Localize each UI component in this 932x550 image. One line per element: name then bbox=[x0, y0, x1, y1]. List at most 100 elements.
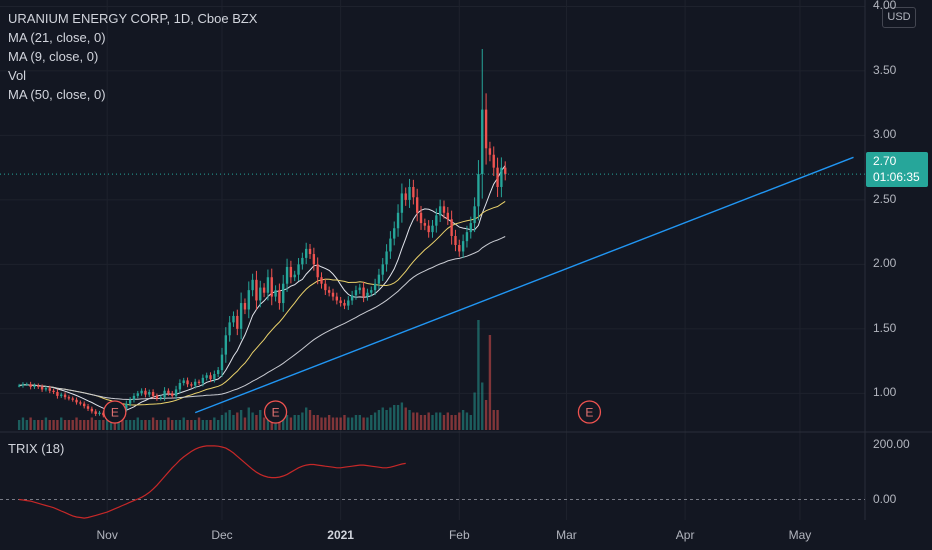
volume-bar bbox=[182, 417, 185, 430]
candle-body bbox=[25, 384, 28, 386]
candle-body bbox=[52, 390, 55, 393]
trix-tick-label: 0.00 bbox=[873, 491, 897, 506]
candle-body bbox=[446, 212, 449, 220]
volume-bar bbox=[236, 412, 239, 430]
candle-body bbox=[416, 197, 419, 213]
volume-bar bbox=[151, 417, 155, 430]
volume-bar bbox=[44, 417, 48, 430]
volume-bar bbox=[247, 407, 250, 430]
candle bbox=[370, 286, 373, 297]
candle bbox=[67, 395, 71, 401]
ma50-line bbox=[19, 236, 506, 401]
candle bbox=[17, 383, 21, 388]
candle-body bbox=[79, 402, 82, 404]
last-price-tag: 2.70 01:06:35 bbox=[866, 152, 928, 187]
legend-ma9[interactable]: MA (9, close, 0) bbox=[8, 49, 99, 64]
candle bbox=[312, 247, 316, 271]
volume-bar bbox=[393, 405, 396, 430]
candle-body bbox=[343, 303, 346, 306]
volume-bar bbox=[105, 417, 109, 430]
candle-body bbox=[454, 235, 457, 246]
volume-bar bbox=[194, 420, 197, 430]
volume-bar bbox=[132, 420, 136, 430]
candle bbox=[239, 292, 243, 340]
symbol-title[interactable]: URANIUM ENERGY CORP, 1D, Cboe BZX bbox=[8, 11, 258, 26]
volume-bar bbox=[389, 407, 392, 430]
candle bbox=[220, 347, 224, 377]
volume-bar bbox=[461, 410, 465, 430]
moving-average-lines bbox=[19, 165, 506, 412]
legend-trix[interactable]: TRIX (18) bbox=[8, 441, 65, 456]
candle-body bbox=[209, 375, 212, 380]
chart-grid bbox=[0, 0, 865, 520]
candle bbox=[419, 205, 423, 230]
volume-bar bbox=[243, 417, 247, 430]
price-tick-label: 2.50 bbox=[873, 191, 897, 206]
currency-button[interactable]: USD bbox=[882, 7, 916, 28]
trix-line bbox=[19, 445, 406, 519]
candle bbox=[98, 410, 101, 416]
candle-body bbox=[442, 206, 446, 213]
candle bbox=[40, 384, 44, 392]
candle bbox=[247, 281, 250, 319]
candle bbox=[389, 231, 392, 259]
candle bbox=[327, 286, 331, 297]
candle-body bbox=[362, 287, 365, 297]
candle bbox=[33, 383, 36, 389]
volume-bar bbox=[52, 420, 55, 430]
price-tick-label: 4.00 bbox=[873, 0, 897, 13]
candle bbox=[477, 160, 480, 221]
volume-bar bbox=[259, 410, 262, 430]
candle-body bbox=[481, 109, 484, 175]
volume-bar bbox=[270, 417, 273, 430]
earnings-circle bbox=[103, 400, 127, 424]
candle-body bbox=[431, 225, 434, 233]
candle-body bbox=[140, 390, 143, 394]
candle-body bbox=[56, 392, 59, 396]
earnings-marker[interactable]: E bbox=[577, 400, 602, 424]
volume-bar bbox=[327, 415, 331, 430]
candle bbox=[140, 388, 143, 396]
candle-body bbox=[144, 390, 147, 395]
candle-body bbox=[461, 241, 465, 252]
earnings-marker[interactable]: E bbox=[263, 400, 288, 424]
candle bbox=[320, 272, 323, 289]
volume-bar bbox=[33, 420, 36, 430]
candle bbox=[278, 283, 281, 310]
candle bbox=[308, 243, 312, 259]
candle-body bbox=[488, 148, 492, 155]
volume-bar bbox=[339, 417, 342, 430]
candle-body bbox=[316, 264, 319, 278]
price-tick-label: 3.00 bbox=[873, 127, 897, 142]
candle bbox=[232, 311, 235, 327]
candle-body bbox=[412, 186, 415, 198]
legend-vol[interactable]: Vol bbox=[8, 68, 27, 83]
candle-body bbox=[427, 225, 430, 233]
candle-body bbox=[167, 390, 170, 394]
volume-bar bbox=[56, 420, 59, 430]
volume-bar bbox=[255, 415, 258, 430]
candle-body bbox=[21, 384, 25, 386]
chart-legend: URANIUM ENERGY CORP, 1D, Cboe BZX MA (21… bbox=[8, 9, 257, 104]
volume-bar bbox=[163, 420, 166, 430]
volume-bar bbox=[117, 420, 120, 430]
legend-ma21[interactable]: MA (21, close, 0) bbox=[8, 30, 106, 45]
volume-bar bbox=[121, 417, 124, 430]
volume-bar bbox=[316, 415, 319, 430]
candle bbox=[132, 393, 136, 403]
candle bbox=[282, 274, 285, 312]
time-tick-label: Nov bbox=[96, 528, 118, 542]
candle bbox=[504, 161, 507, 181]
candle-body bbox=[174, 389, 178, 396]
candle bbox=[385, 244, 388, 272]
candle-body bbox=[335, 296, 339, 301]
earnings-marker[interactable]: E bbox=[103, 400, 127, 424]
candle bbox=[343, 299, 346, 310]
volume-bar bbox=[71, 420, 74, 430]
volume-bar bbox=[293, 415, 296, 430]
candle bbox=[186, 377, 189, 388]
legend-ma50[interactable]: MA (50, close, 0) bbox=[8, 87, 106, 102]
candle bbox=[431, 220, 434, 238]
volume-bar bbox=[289, 417, 293, 430]
